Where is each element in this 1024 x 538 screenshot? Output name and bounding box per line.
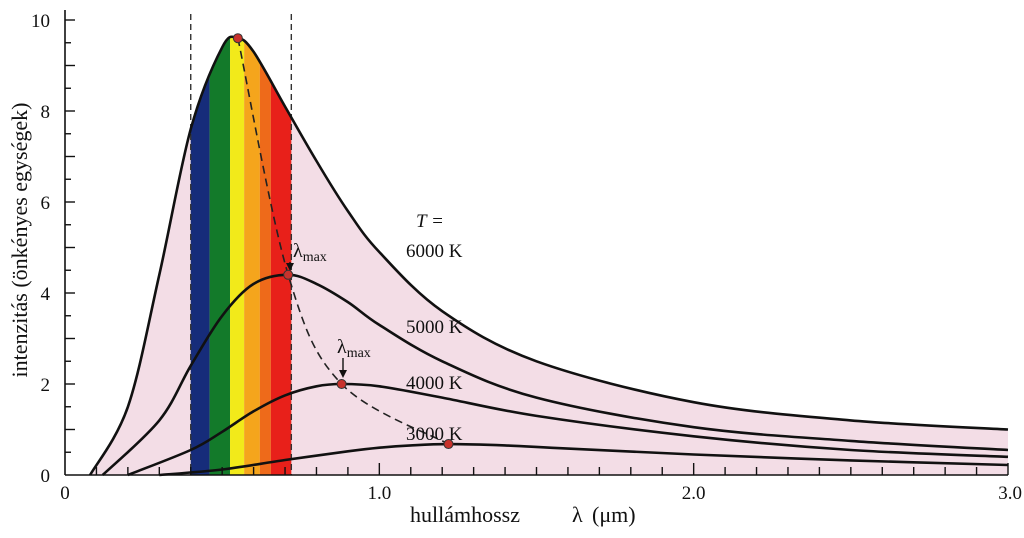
lambda-max-arrow-head-1 <box>286 263 294 271</box>
x-axis-unit: (μm) <box>592 502 636 527</box>
x-tick-label-0: 0 <box>60 483 70 504</box>
temperature-header: T = <box>416 211 444 232</box>
area-fill-under-6000k <box>90 36 1009 476</box>
spectrum-band-3 <box>230 36 245 475</box>
spectrum-band-5 <box>259 36 271 475</box>
spectrum-band-4 <box>244 36 260 475</box>
peak-marker-6000k <box>232 33 243 44</box>
x-axis-symbol: λ <box>572 502 583 527</box>
x-tick-label-1: 1.0 <box>367 483 391 504</box>
x-tick-label-3: 3.0 <box>998 483 1022 504</box>
spectrum-band-2 <box>209 36 231 475</box>
lambda-max-label-2: λmax <box>337 336 371 361</box>
series-label-6000k: 6000 K <box>406 241 463 262</box>
series-line-4000k <box>127 382 1009 477</box>
series-label-4000k: 4000 K <box>406 373 463 394</box>
y-tick-label-4: 8 <box>41 102 51 123</box>
y-tick-label-3: 6 <box>41 193 51 214</box>
peak-marker-4000k <box>336 379 347 389</box>
peak-marker-3000k <box>443 439 454 450</box>
y-axis-title: intenzitás (önkényes egységek) <box>7 103 32 378</box>
y-tick-label-1: 2 <box>41 375 51 396</box>
spectrum-band-1 <box>190 36 210 475</box>
x-tick-label-2: 2.0 <box>682 483 706 504</box>
spectrum-band-6 <box>270 36 292 475</box>
x-axis-title: hullámhossz <box>410 502 520 527</box>
lambda-max-arrow-head-2 <box>339 370 347 378</box>
y-tick-label-0: 0 <box>41 466 51 487</box>
series-line-6000k <box>88 35 1009 476</box>
y-tick-label-2: 4 <box>41 284 51 305</box>
wien-peak-locus <box>237 38 449 445</box>
series-label-3000k: 3000 K <box>406 424 463 445</box>
series-line-5000k <box>101 273 1009 476</box>
series-label-5000k: 5000 K <box>406 317 463 338</box>
series-line-3000k <box>159 442 1009 477</box>
y-tick-label-5: 10 <box>31 11 50 32</box>
peak-marker-5000k <box>283 269 294 280</box>
